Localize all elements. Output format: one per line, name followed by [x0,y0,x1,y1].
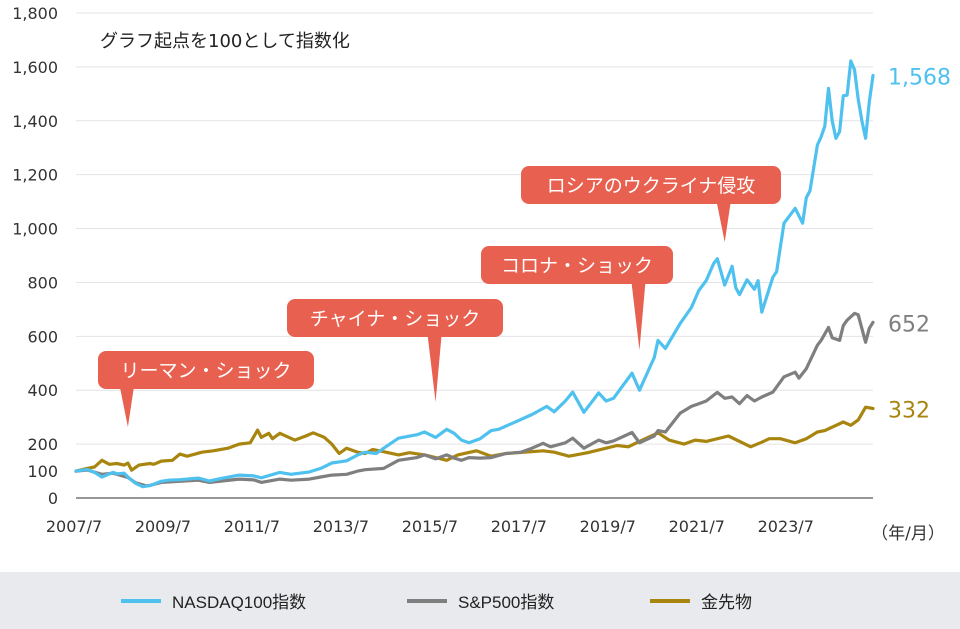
legend-label-sp500: S&P500指数 [458,593,555,612]
legend-swatch-gold [650,598,690,603]
callout-text: リーマン・ショック [120,360,291,382]
annotation-callouts: リーマン・ショック チャイナ・ショック コロナ・ショック ロシアのウクライナ侵攻 [98,166,781,427]
y-tick-label: 1,600 [12,58,58,77]
series-lines [74,59,875,489]
end-label-nasdaq100: 1,568 [888,66,951,91]
callout-text: チャイナ・ショック [310,308,480,330]
y-tick-label: 1,000 [12,220,58,239]
x-axis-unit-label: （年/月） [871,524,945,544]
y-tick-label: 400 [27,381,58,400]
x-tick-label: 2019/7 [580,517,636,536]
y-tick-label: 200 [27,435,58,454]
end-label-sp500: 652 [888,312,930,337]
chart-subtitle: グラフ起点を100として指数化 [100,31,350,52]
legend: NASDAQ100指数 S&P500指数 金先物 [0,572,960,629]
legend-swatch-nasdaq [121,598,161,603]
x-tick-label: 2021/7 [669,517,725,536]
y-tick-label: 600 [27,327,58,346]
callout-pointer [119,387,134,427]
y-tick-label: 100 [27,462,58,481]
end-label-gold: 332 [888,399,930,424]
callout-pointer [427,335,442,402]
x-tick-label: 2017/7 [491,517,547,536]
x-tick-label: 2007/7 [46,517,102,536]
callout: ロシアのウクライナ侵攻 [521,166,781,242]
callout: リーマン・ショック [98,351,314,427]
y-tick-label: 1,400 [12,112,58,131]
callout-box [481,246,673,284]
x-tick-label: 2009/7 [135,517,191,536]
x-tick-label: 2023/7 [758,517,814,536]
callout-box [98,351,314,389]
gridlines [76,12,873,499]
legend-item-nasdaq: NASDAQ100指数 [121,572,306,629]
legend-swatch-sp500 [407,598,447,603]
callout-box [287,299,503,337]
legend-label-nasdaq: NASDAQ100指数 [172,593,307,612]
callout-box [521,166,781,204]
callout-pointer [716,202,731,242]
legend-item-sp500: S&P500指数 [407,572,554,629]
callout: チャイナ・ショック [287,299,503,402]
x-tick-label: 2011/7 [224,517,280,536]
legend-item-gold: 金先物 [650,572,752,629]
x-tick-label: 2015/7 [402,517,458,536]
series-line-sp500 [74,311,875,488]
line-chart: 0 100 200 400 600 800 1,000 1,200 1,400 1,600 1,80… [12,4,951,544]
callout-text: ロシアのウクライナ侵攻 [547,175,756,197]
y-axis-tick-labels: 0 100 200 400 600 800 1,000 1,200 1,400 1,600 1,80… [12,4,58,508]
legend-label-gold: 金先物 [701,593,752,612]
series-line-nasdaq100 [74,59,875,489]
x-axis-tick-labels: 2007/7 2009/7 2011/7 2013/7 2015/7 2017/7 2019… [46,517,814,536]
y-tick-label: 1,200 [12,166,58,185]
y-tick-label: 800 [27,273,58,292]
callout: コロナ・ショック [481,246,673,350]
x-tick-label: 2013/7 [313,517,369,536]
callout-text: コロナ・ショック [501,255,653,277]
y-tick-label: 0 [48,489,58,508]
end-value-labels: 1,568 652 332 [888,66,951,424]
y-tick-label: 1,800 [12,4,58,23]
series-line-gold [74,405,875,473]
callout-pointer [631,282,646,350]
